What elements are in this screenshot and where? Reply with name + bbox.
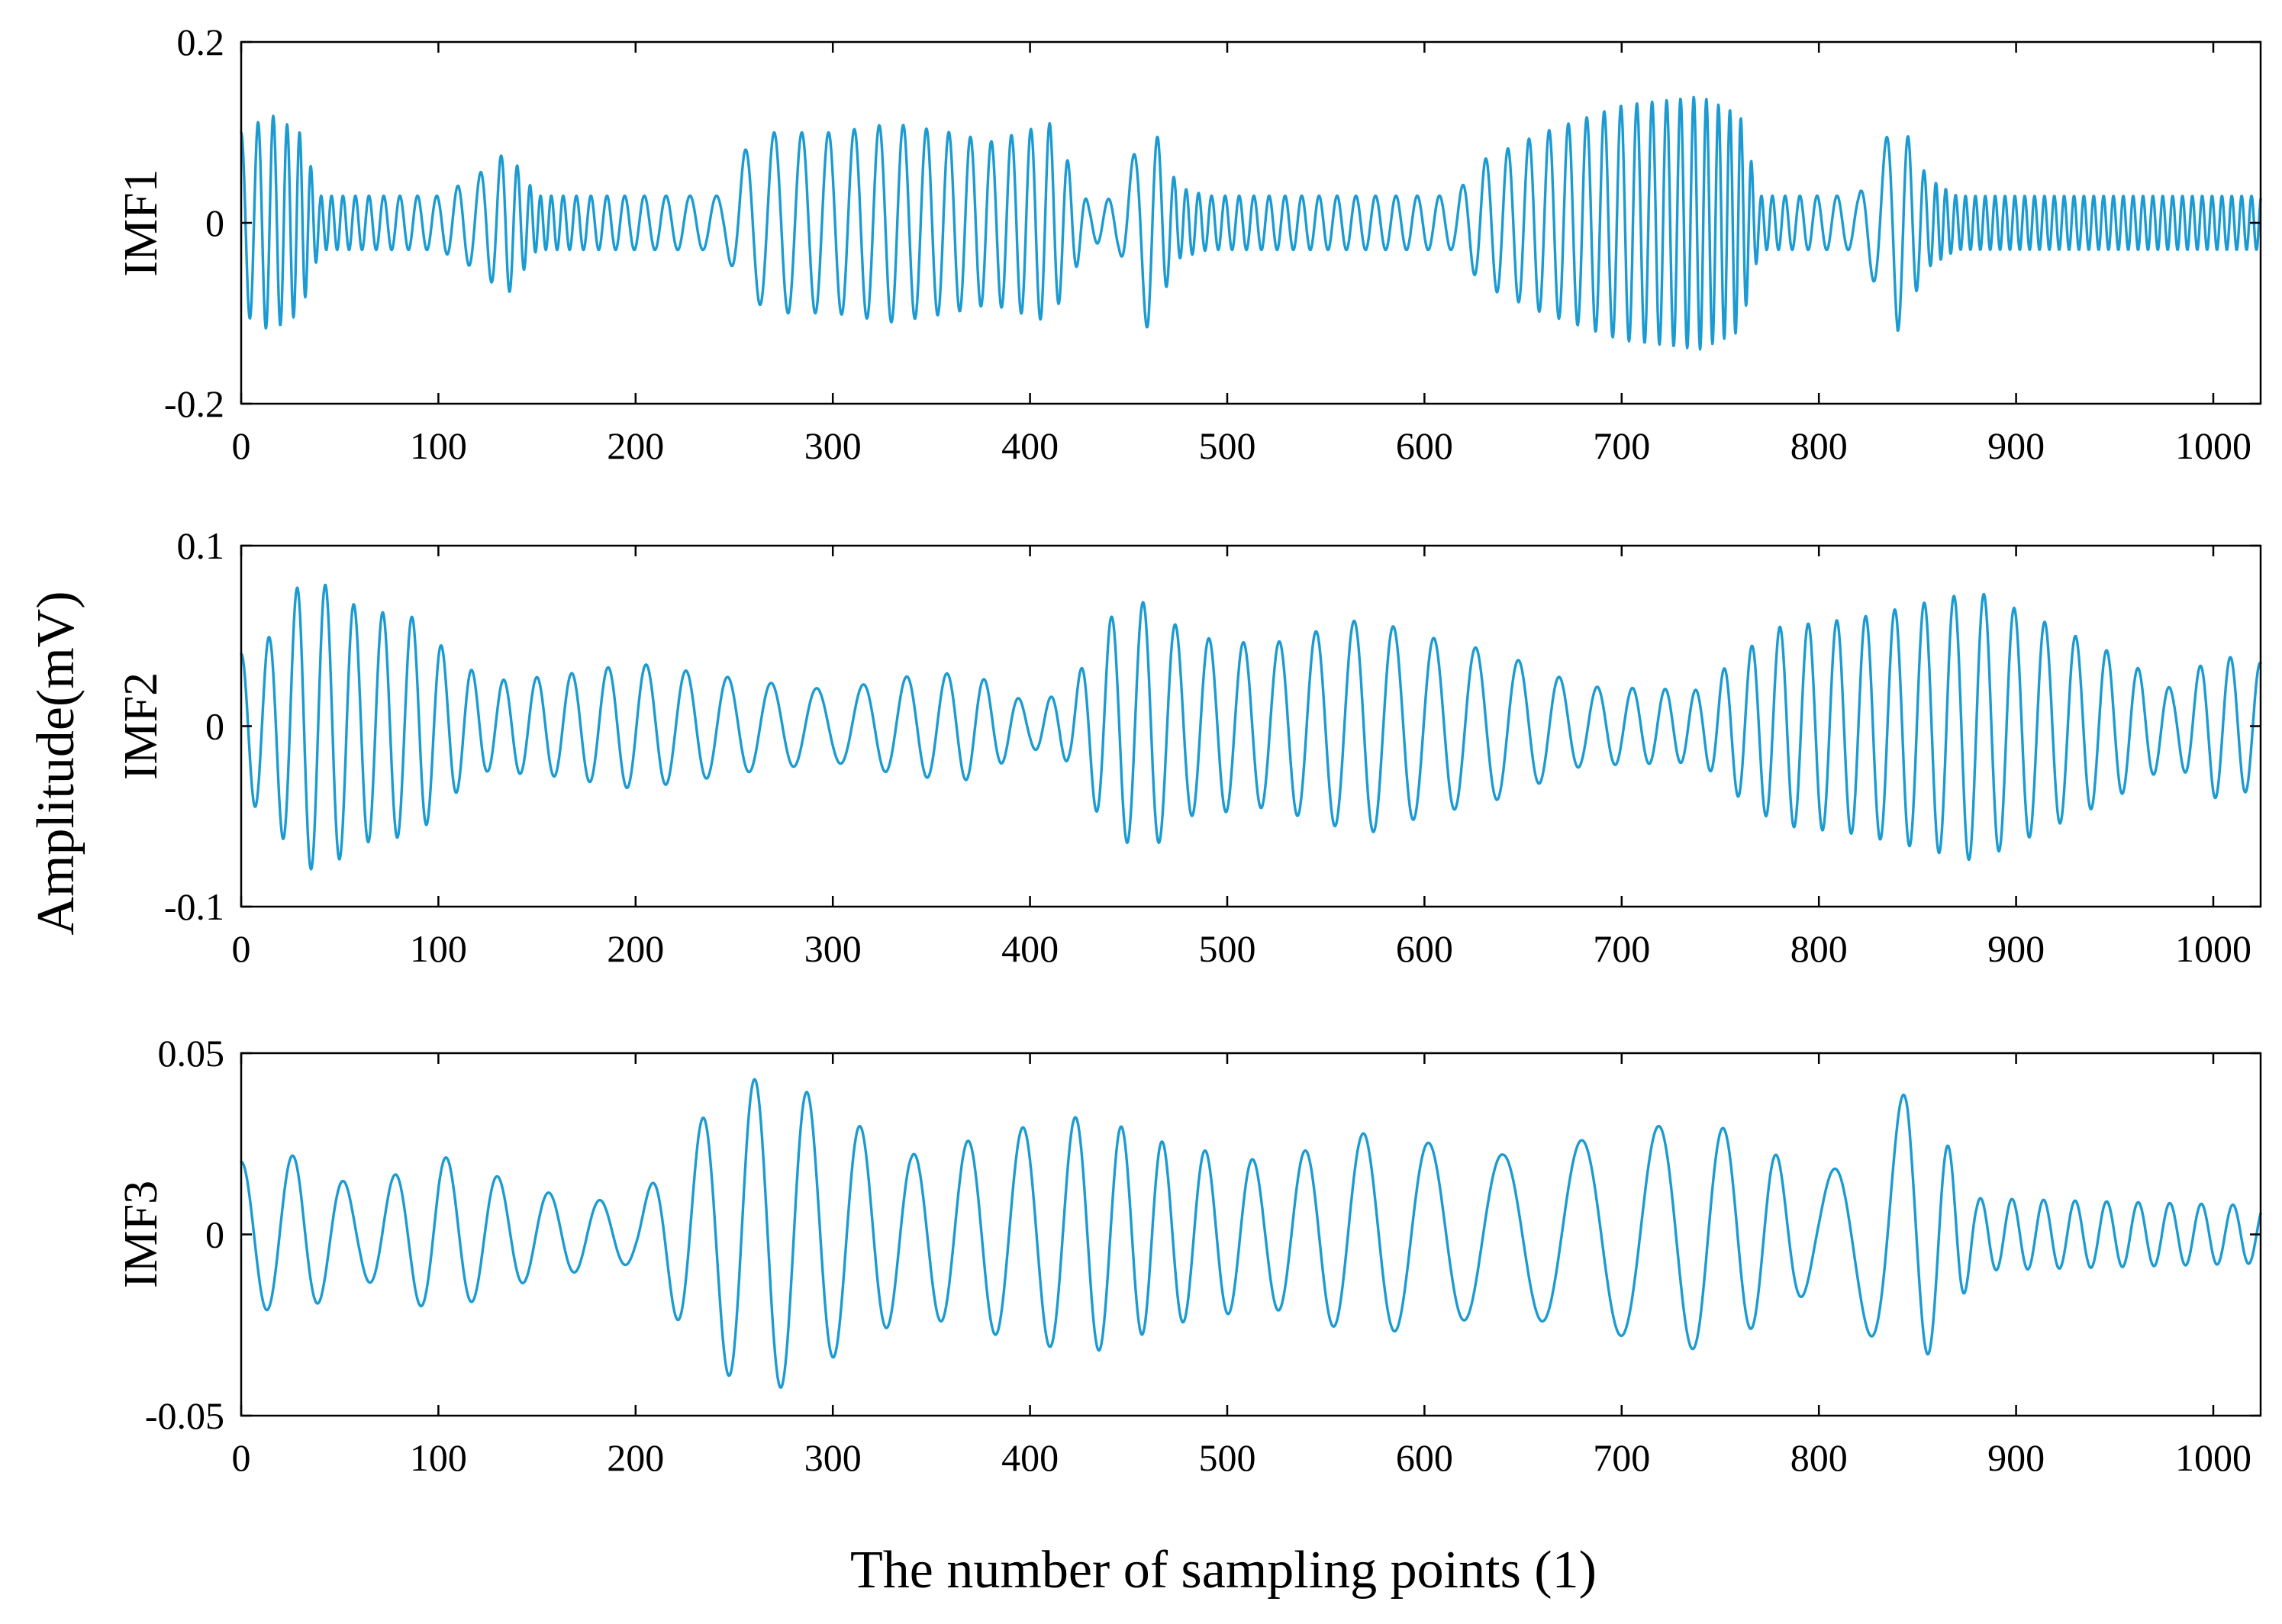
y-tick-label: -0.1 [164,885,224,928]
x-tick-label: 600 [1396,1436,1453,1479]
panel-y-label: IMF1 [115,169,167,276]
y-tick-label: -0.05 [145,1394,224,1437]
panel-y-label: IMF2 [115,672,167,780]
panel-imf3: 0 100 200 300 400 500 600 700 800 900 1000-0.0500.… [115,1032,2262,1479]
x-tick-label: 1000 [2175,927,2251,970]
x-tick-label: 0 [232,1436,251,1479]
panel-y-label: IMF3 [115,1181,167,1288]
panels: 0 100 200 300 400 500 600 700 800 900 1000-0.200.2… [115,21,2262,1479]
x-tick-label: 900 [1987,424,2045,467]
x-tick-label: 200 [607,1436,664,1479]
x-tick-label: 300 [804,424,862,467]
x-tick-label: 600 [1396,424,1453,467]
x-tick-label: 0 [232,424,251,467]
x-tick-label: 700 [1593,424,1650,467]
signal-line-imf1 [240,95,2262,351]
x-tick-label: 700 [1593,927,1650,970]
panel-imf2: 0 100 200 300 400 500 600 700 800 900 1000-0.100.1… [115,524,2262,970]
shared-y-axis-label: Amplitude(mV) [27,591,85,935]
x-tick-label: 200 [607,424,664,467]
y-tick-label: 0 [205,705,224,748]
x-tick-label: 800 [1790,1436,1848,1479]
x-tick-label: 600 [1396,927,1453,970]
y-tick-label: 0.05 [158,1032,225,1075]
x-tick-label: 400 [1001,1436,1059,1479]
x-tick-label: 300 [804,927,862,970]
x-tick-label: 200 [607,927,664,970]
y-tick-label: 0 [205,201,224,244]
x-tick-label: 500 [1198,424,1255,467]
x-tick-label: 100 [410,927,467,970]
x-tick-label: 100 [410,424,467,467]
shared-x-axis-label: The number of sampling points (1) [850,1541,1597,1600]
y-tick-label: -0.2 [164,382,224,425]
panel-imf1: 0 100 200 300 400 500 600 700 800 900 1000-0.200.2… [115,21,2262,467]
x-tick-label: 800 [1790,424,1848,467]
x-tick-label: 800 [1790,927,1848,970]
x-tick-label: 400 [1001,927,1059,970]
signal-line-imf3 [240,1078,2262,1389]
x-tick-label: 500 [1198,1436,1255,1479]
y-tick-label: 0.2 [177,21,225,63]
signal-line-imf2 [240,583,2262,871]
x-tick-label: 1000 [2175,424,2251,467]
x-tick-label: 900 [1987,1436,2045,1479]
y-tick-label: 0 [205,1213,224,1256]
plot-frame [240,544,2262,908]
x-tick-label: 900 [1987,927,2045,970]
x-tick-label: 700 [1593,1436,1650,1479]
x-tick-label: 400 [1001,424,1059,467]
x-tick-label: 300 [804,1436,862,1479]
x-tick-label: 1000 [2175,1436,2251,1479]
y-tick-label: 0.1 [177,524,225,567]
x-tick-label: 0 [232,927,251,970]
x-tick-label: 100 [410,1436,467,1479]
x-tick-label: 500 [1198,927,1255,970]
